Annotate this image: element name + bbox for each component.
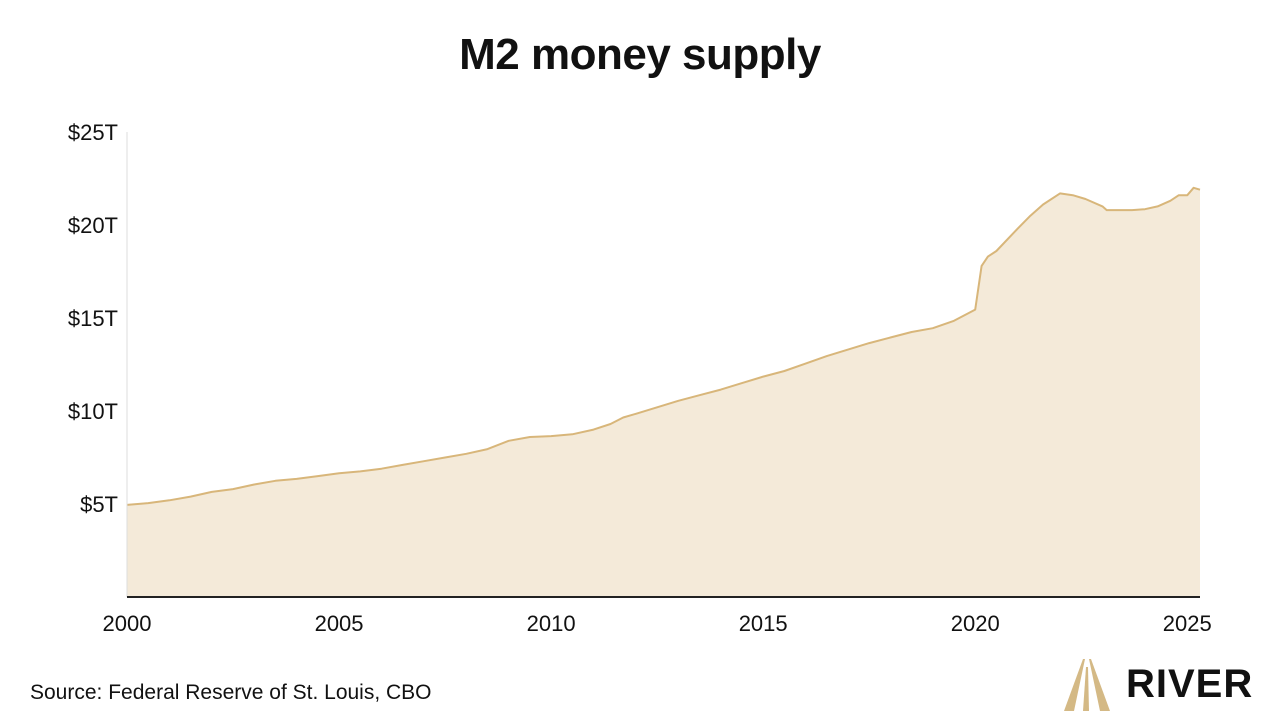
x-tick-label: 2000 xyxy=(103,611,152,636)
x-tick-label: 2015 xyxy=(739,611,788,636)
source-note: Source: Federal Reserve of St. Louis, CB… xyxy=(30,681,432,704)
y-tick-label: $25T xyxy=(68,120,118,145)
chart-title: M2 money supply xyxy=(459,30,821,79)
x-tick-label: 2020 xyxy=(951,611,1000,636)
y-tick-label: $20T xyxy=(68,213,118,238)
x-tick-label: 2010 xyxy=(527,611,576,636)
river-logo-icon xyxy=(1064,659,1110,711)
brand-logo: RIVER xyxy=(1062,656,1253,712)
y-tick-label: $5T xyxy=(80,492,118,517)
brand-name: RIVER xyxy=(1126,661,1254,706)
series-area xyxy=(127,187,1200,598)
x-tick-label: 2005 xyxy=(315,611,364,636)
x-tick-label: 2025 xyxy=(1163,611,1212,636)
series-line xyxy=(126,186,1201,506)
y-tick-label: $10T xyxy=(68,399,118,424)
y-tick-label: $15T xyxy=(68,306,118,331)
